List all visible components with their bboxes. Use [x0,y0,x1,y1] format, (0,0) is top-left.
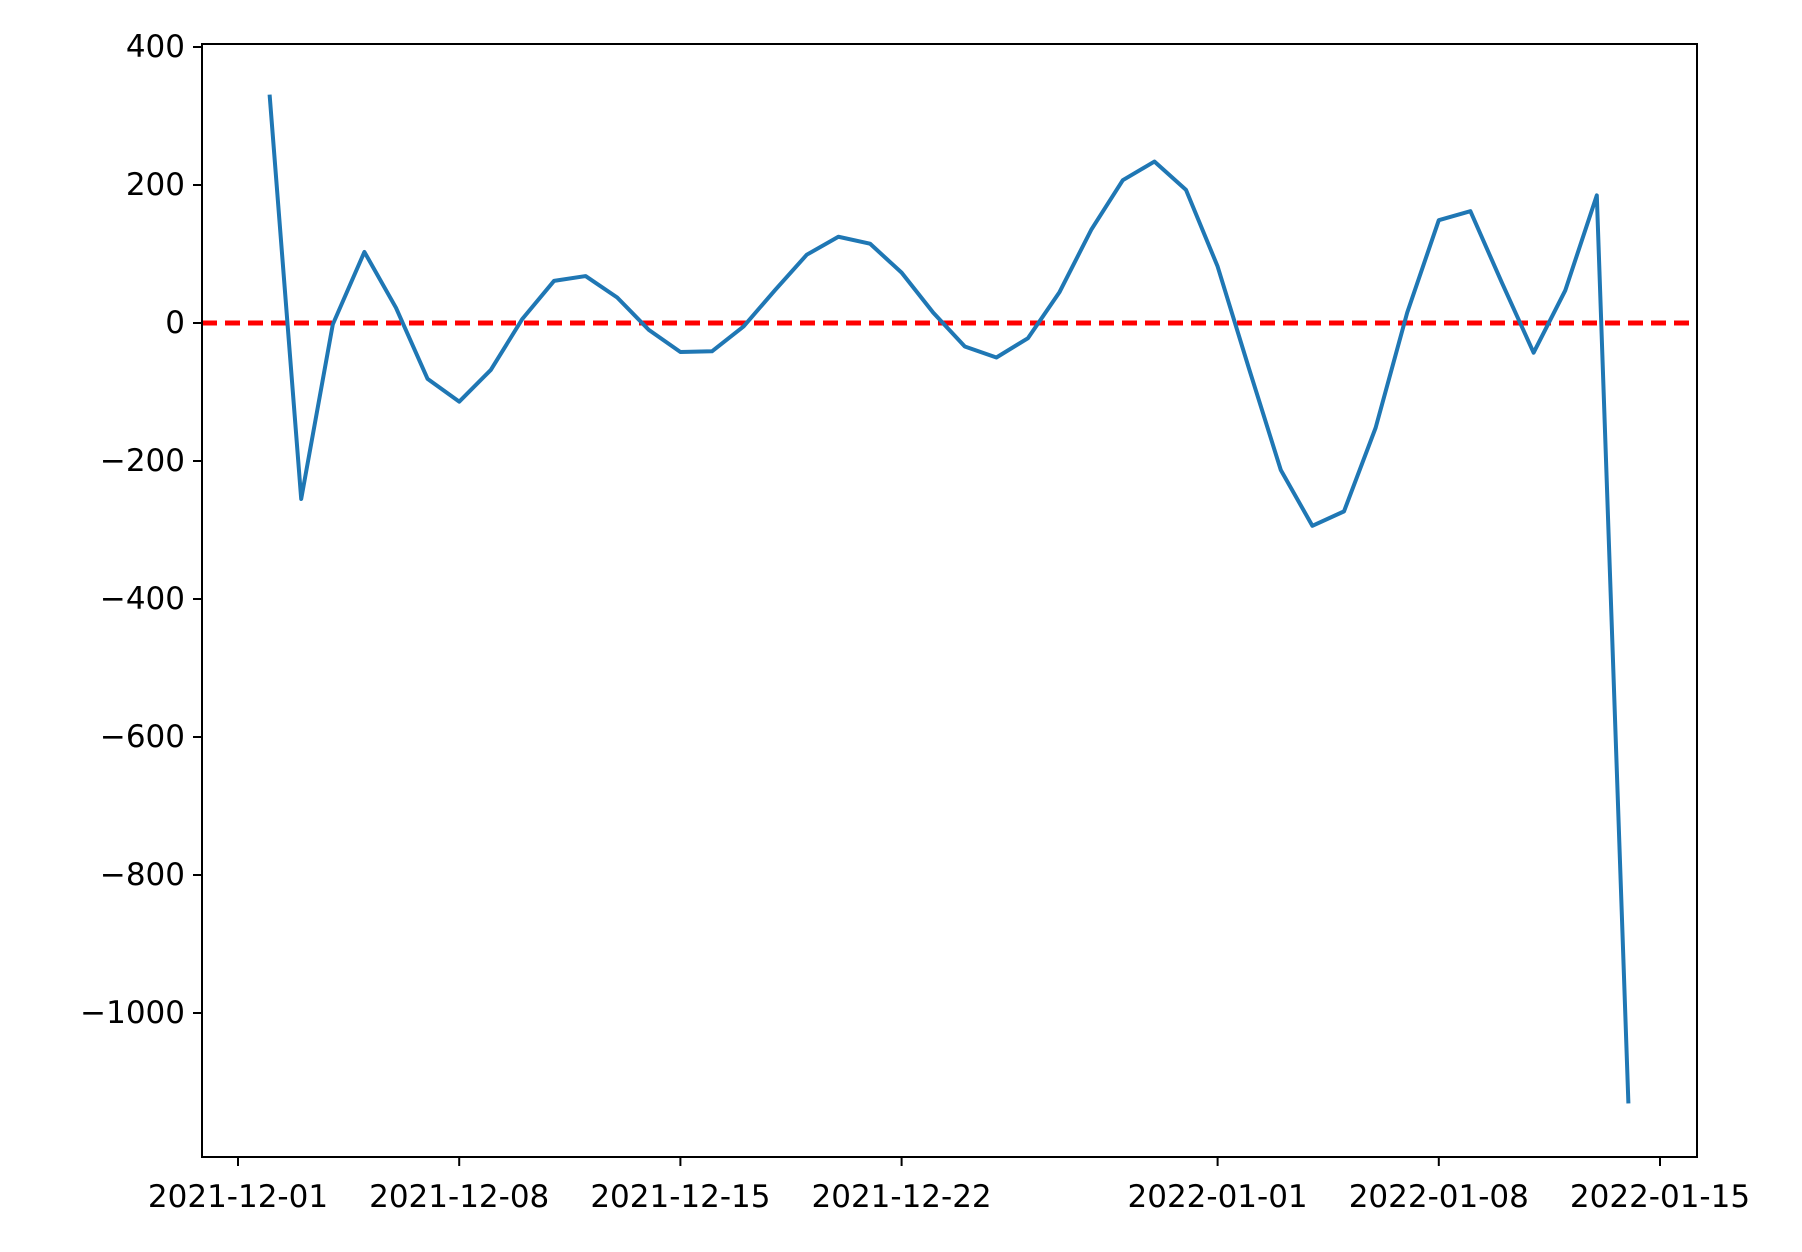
x-tick-label: 2022-01-08 [1349,1179,1529,1215]
series-line-0 [267,94,1631,1104]
x-tick-label: 2022-01-15 [1570,1179,1750,1215]
y-tick-label: 400 [126,29,185,65]
y-tick-label: 200 [126,167,185,203]
x-tick-label: 2021-12-08 [369,1179,549,1215]
x-tick-label: 2021-12-01 [148,1179,328,1215]
y-tick-label: 0 [165,305,185,341]
plot-area [202,94,1697,1104]
y-tick-label: −400 [100,581,185,617]
axes: 400 200 0 −200 −400 −600 −800 −1000 2021-12-01 20… [80,29,1750,1215]
x-tick-label: 2021-12-15 [590,1179,770,1215]
plot-content [202,94,1697,1104]
x-tick-label: 2022-01-01 [1128,1179,1308,1215]
plot-frame [201,43,1698,1158]
y-tick-label: −1000 [80,995,185,1031]
y-tick-label: −800 [100,857,185,893]
y-tick-label: −200 [100,443,185,479]
x-tick-label: 2021-12-22 [812,1179,992,1215]
y-tick-label: −600 [100,719,185,755]
